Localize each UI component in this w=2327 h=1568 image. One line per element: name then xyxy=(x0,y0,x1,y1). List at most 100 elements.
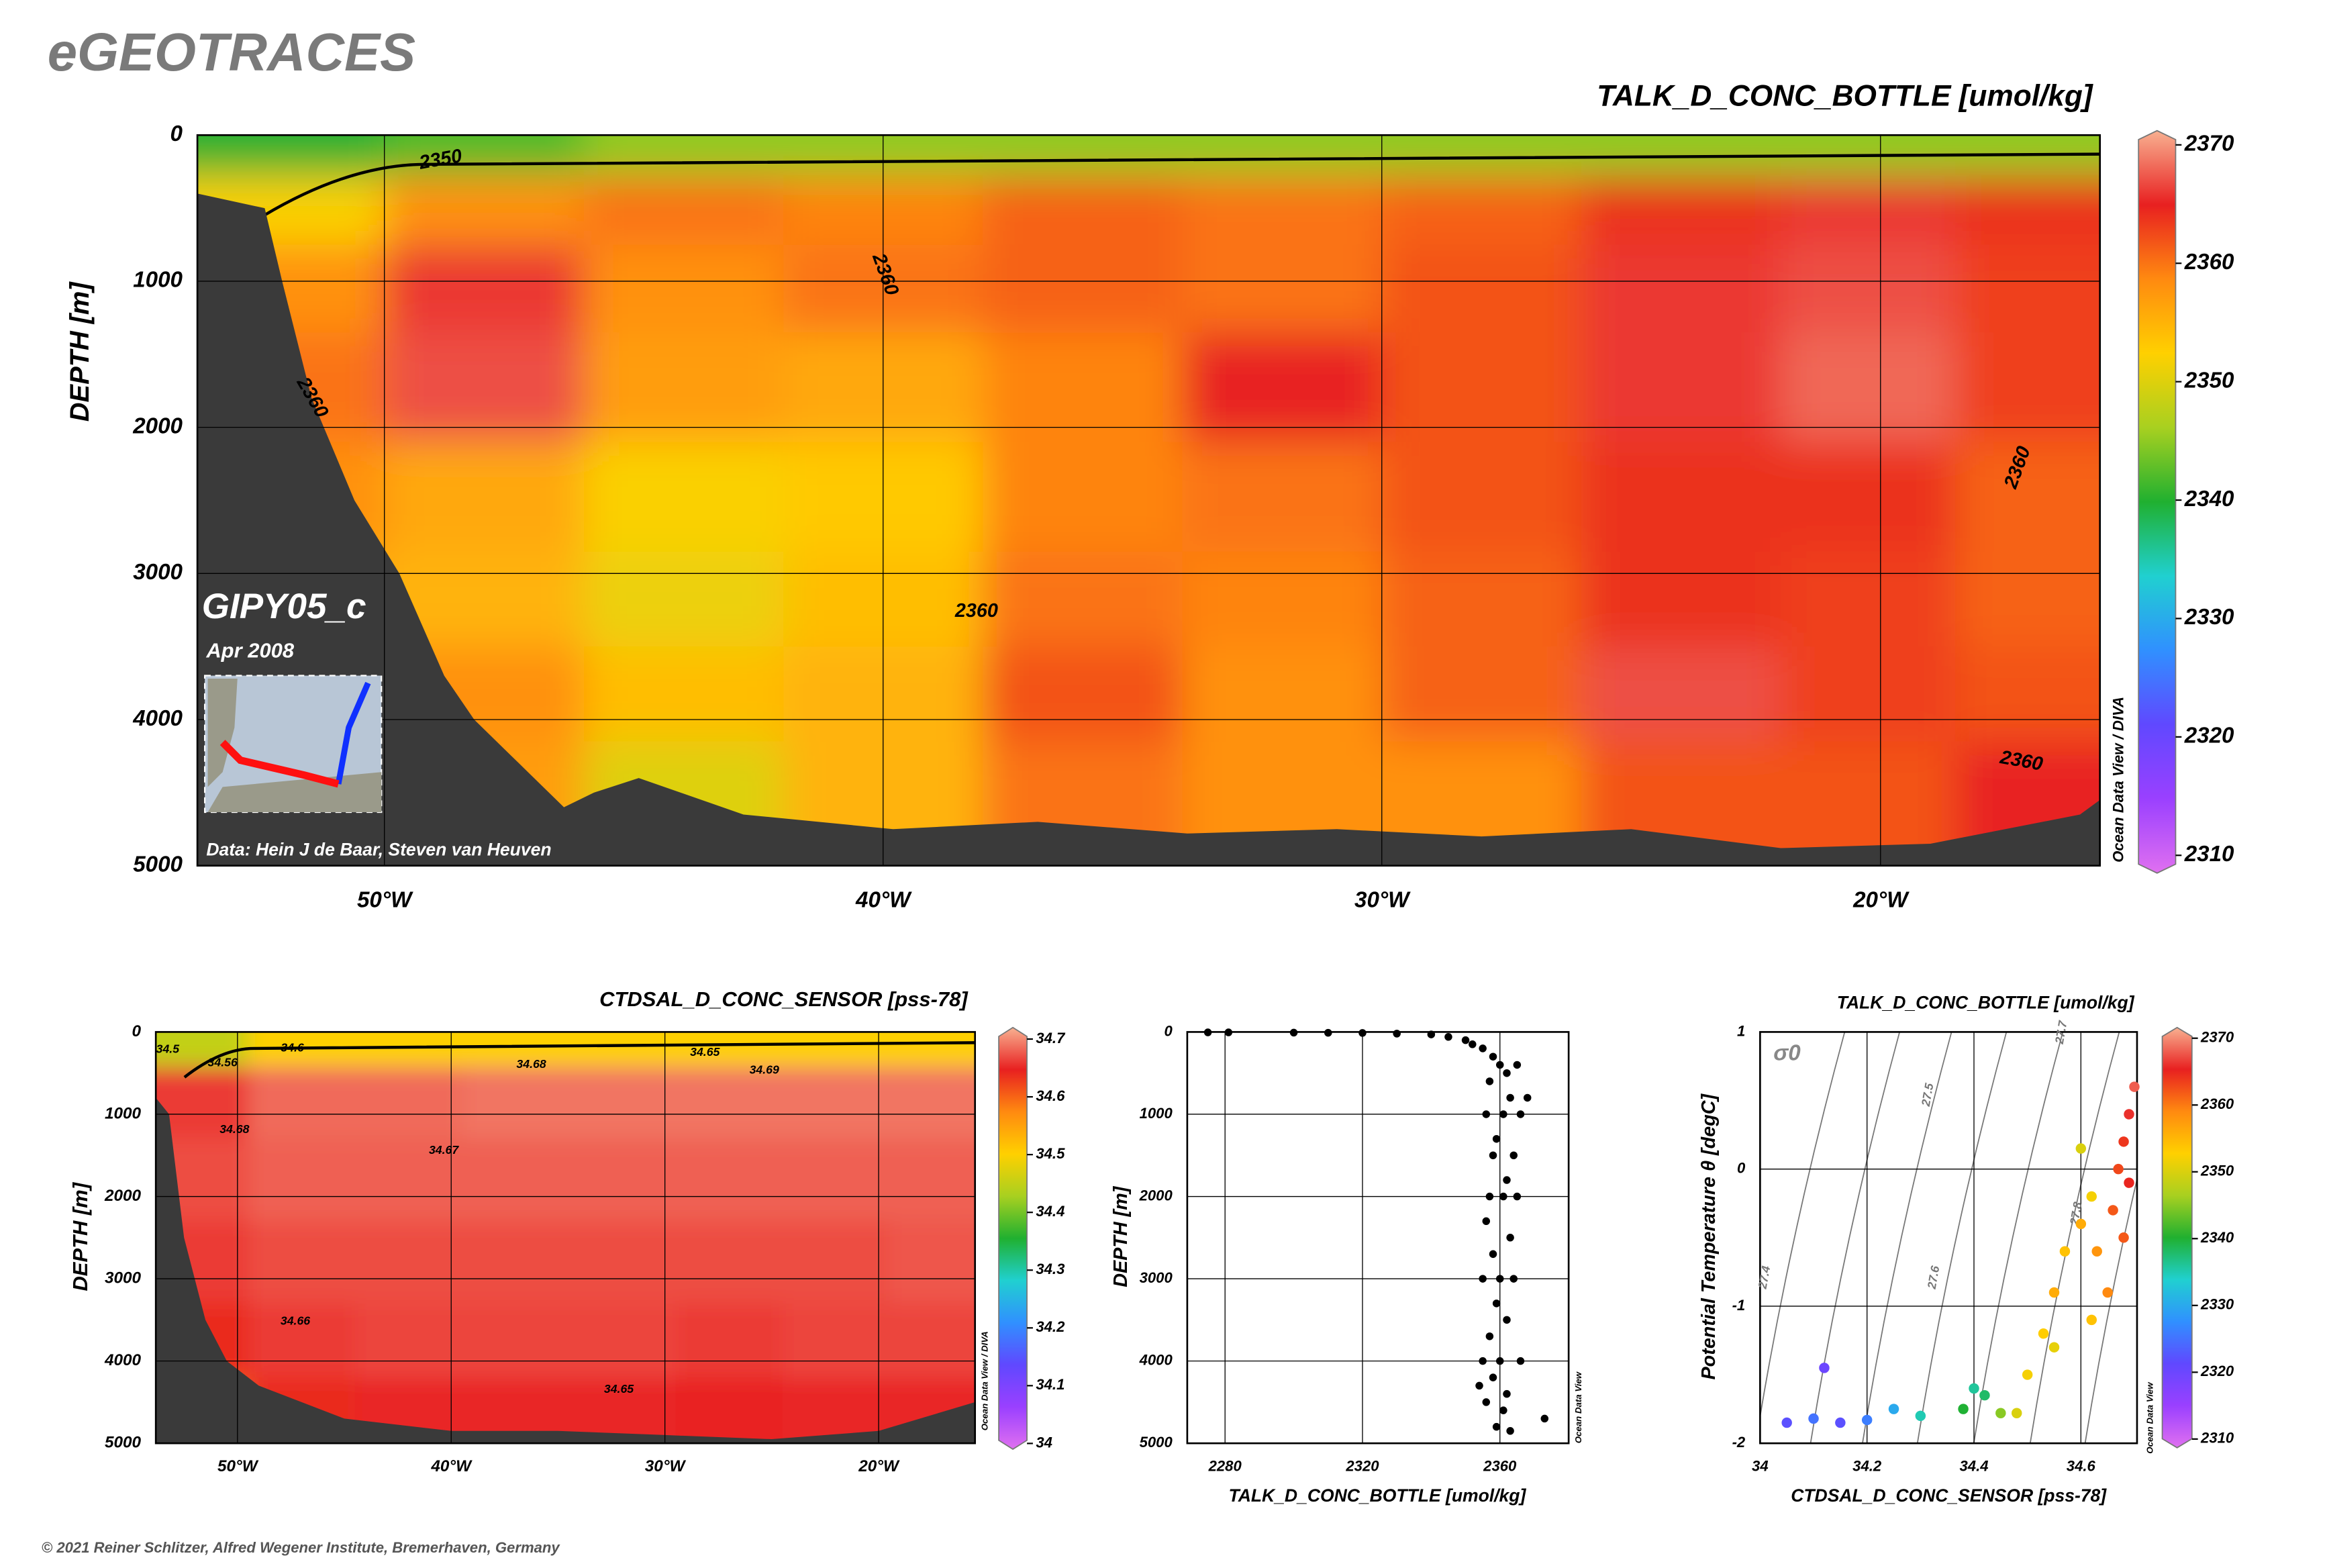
field-cell xyxy=(889,1303,975,1379)
x-tick-label: 34.4 xyxy=(1959,1457,1988,1474)
colorbar-tick-label: 2320 xyxy=(2184,724,2234,748)
y-tick-label: 5000 xyxy=(133,852,183,877)
y-tick-label: -1 xyxy=(1732,1297,1746,1314)
colorbar-tick-label: 2350 xyxy=(2200,1163,2234,1179)
side-label: Ocean Data View / DIVA xyxy=(2110,697,2126,863)
field-cell xyxy=(783,135,985,177)
point xyxy=(1503,1069,1511,1077)
point xyxy=(2129,1081,2140,1092)
y-tick-label: 1000 xyxy=(1140,1105,1173,1122)
field-cell xyxy=(568,1221,677,1306)
point xyxy=(1479,1357,1487,1365)
field-cell xyxy=(983,442,1184,553)
point xyxy=(1781,1417,1792,1428)
point xyxy=(2059,1246,2071,1257)
field-cell xyxy=(583,442,785,553)
point xyxy=(1503,1316,1511,1324)
colorbar xyxy=(998,1026,1028,1451)
point xyxy=(2108,1205,2118,1216)
field-cell xyxy=(1381,646,1583,743)
cruise-label: GIPY05_c xyxy=(202,587,366,626)
point xyxy=(1819,1363,1830,1373)
isopycnal xyxy=(2084,1176,2137,1444)
point xyxy=(2075,1143,2087,1154)
y-tick-label: -2 xyxy=(1732,1434,1746,1451)
point xyxy=(1492,1422,1501,1431)
contour-label: 34.67 xyxy=(429,1143,459,1157)
field-cell xyxy=(1381,244,1583,334)
seafloor xyxy=(197,193,2100,866)
field-cell xyxy=(675,1032,785,1069)
point xyxy=(2113,1163,2124,1175)
isopycnal xyxy=(1862,1032,1952,1444)
isopycnal-label: 27.6 xyxy=(1925,1265,1942,1291)
isopycnals xyxy=(1760,1032,2137,1444)
point xyxy=(1479,1275,1487,1283)
plot-frame xyxy=(1759,1031,2138,1444)
contour-label: 34.56 xyxy=(208,1056,238,1069)
contour-label: 34.69 xyxy=(750,1063,779,1077)
field-cell xyxy=(462,1303,571,1379)
point xyxy=(1888,1404,1899,1414)
colorbar-tick-label: 34.6 xyxy=(1036,1087,1065,1104)
field-clip xyxy=(197,135,2100,866)
field-cell xyxy=(197,135,386,177)
point xyxy=(2118,1232,2129,1243)
y-tick-label: 2000 xyxy=(104,1187,142,1205)
plot-frame xyxy=(196,134,2101,867)
x-tick-label: 34 xyxy=(1752,1457,1769,1474)
y-tick-label: 0 xyxy=(170,121,183,146)
y-tick-label: 5000 xyxy=(105,1434,142,1452)
colorbar-tick-label: 2340 xyxy=(2200,1229,2234,1246)
point xyxy=(1503,1176,1511,1184)
point xyxy=(1995,1408,2006,1418)
point xyxy=(2086,1314,2097,1326)
point xyxy=(1489,1052,1497,1061)
isopycnal xyxy=(1810,1032,1901,1444)
y-tick-label: 1000 xyxy=(105,1104,142,1122)
colorbar-tick-label: 2340 xyxy=(2184,487,2234,511)
point xyxy=(1495,1061,1504,1069)
point xyxy=(1492,1300,1501,1308)
contour-label: 34.68 xyxy=(516,1057,546,1071)
isopycnal xyxy=(1916,1032,2008,1444)
colorbar xyxy=(2161,1026,2193,1449)
field-cell xyxy=(583,135,785,177)
y-axis-label: DEPTH [m] xyxy=(1110,1185,1132,1287)
y-tick-label: 0 xyxy=(1164,1022,1173,1039)
y-tick-label: 1000 xyxy=(133,268,183,293)
field xyxy=(156,1032,975,1444)
field-cell xyxy=(156,1067,250,1140)
point xyxy=(1958,1404,1969,1414)
field-cell xyxy=(248,1138,357,1223)
y-tick-label: 0 xyxy=(1737,1160,1746,1177)
field-cell xyxy=(1182,244,1383,334)
colorbar-tick-label: 2320 xyxy=(2200,1363,2234,1379)
field-cell xyxy=(1955,244,2100,334)
field-cell xyxy=(462,1032,571,1069)
field-cell xyxy=(1381,135,1583,177)
point xyxy=(1499,1110,1507,1118)
side-label: Ocean Data View xyxy=(1573,1371,1583,1443)
field-cell xyxy=(568,1303,677,1379)
field-cell xyxy=(1955,551,2100,648)
colorbar-tick-label: 34.7 xyxy=(1036,1030,1066,1046)
point xyxy=(1499,1406,1507,1414)
contour-label: 34.6 xyxy=(281,1040,304,1054)
field-cell xyxy=(1955,646,2100,743)
point xyxy=(1489,1373,1497,1381)
inset-track xyxy=(219,740,340,788)
field xyxy=(197,135,2100,866)
field-cell xyxy=(782,1138,891,1223)
point xyxy=(2022,1369,2033,1380)
field-cell xyxy=(248,1067,357,1140)
point xyxy=(1489,1250,1497,1259)
point xyxy=(1495,1275,1504,1283)
point xyxy=(2102,1287,2113,1298)
field-cell xyxy=(583,332,785,444)
colorbar-tick-label: 2350 xyxy=(2184,368,2234,393)
point xyxy=(1461,1036,1470,1044)
colorbar-tick-label: 34.5 xyxy=(1036,1145,1065,1162)
isopycnal-label: 27.4 xyxy=(1755,1265,1773,1291)
field-cell xyxy=(354,1221,464,1306)
